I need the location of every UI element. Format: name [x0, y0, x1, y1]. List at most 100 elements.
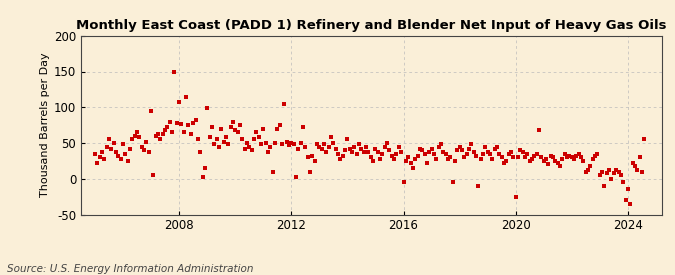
Point — [410, 156, 421, 161]
Point — [416, 148, 427, 152]
Point — [223, 142, 234, 147]
Point — [125, 147, 136, 151]
Point — [622, 187, 633, 192]
Point — [632, 168, 643, 172]
Point — [599, 184, 610, 188]
Point — [165, 119, 176, 124]
Point — [242, 141, 252, 145]
Point — [438, 149, 449, 154]
Point — [398, 180, 409, 185]
Point — [349, 144, 360, 149]
Point — [470, 154, 481, 158]
Point — [274, 123, 285, 127]
Point — [148, 173, 159, 177]
Point — [192, 137, 203, 142]
Point — [183, 123, 194, 127]
Point — [639, 137, 649, 142]
Point — [239, 147, 250, 151]
Point — [585, 164, 596, 168]
Point — [473, 184, 484, 188]
Point — [248, 137, 259, 142]
Point — [424, 149, 435, 154]
Point — [200, 166, 211, 170]
Point — [426, 147, 437, 151]
Point — [580, 169, 591, 174]
Point — [454, 144, 465, 149]
Point — [408, 166, 418, 170]
Point — [286, 141, 297, 145]
Point — [520, 155, 531, 160]
Point — [319, 142, 329, 147]
Point — [363, 149, 374, 154]
Point — [620, 198, 631, 202]
Point — [475, 156, 486, 161]
Point — [526, 156, 537, 161]
Point — [340, 148, 350, 152]
Point — [389, 156, 400, 161]
Point — [515, 148, 526, 152]
Point — [368, 159, 379, 163]
Point — [272, 126, 283, 131]
Point — [277, 142, 288, 147]
Point — [459, 155, 470, 160]
Point — [317, 147, 327, 151]
Point — [394, 144, 404, 149]
Point — [312, 142, 323, 147]
Point — [597, 169, 608, 174]
Point — [412, 154, 423, 158]
Point — [360, 144, 371, 149]
Point — [330, 147, 341, 151]
Point — [512, 155, 523, 160]
Point — [335, 156, 346, 161]
Point — [445, 155, 456, 160]
Point — [433, 144, 444, 149]
Point — [291, 175, 302, 180]
Point — [501, 159, 512, 163]
Point — [354, 142, 364, 147]
Point — [555, 164, 566, 168]
Point — [414, 147, 425, 151]
Point — [97, 149, 107, 154]
Point — [391, 152, 402, 156]
Point — [386, 154, 397, 158]
Point — [232, 130, 243, 134]
Point — [613, 169, 624, 174]
Point — [171, 121, 182, 125]
Point — [562, 155, 572, 160]
Point — [202, 106, 213, 110]
Point — [550, 159, 561, 163]
Point — [377, 152, 388, 156]
Point — [120, 152, 131, 156]
Point — [188, 121, 198, 125]
Point — [307, 154, 318, 158]
Point — [298, 125, 308, 130]
Point — [601, 171, 612, 175]
Point — [186, 132, 196, 137]
Point — [627, 161, 638, 165]
Point — [590, 154, 601, 158]
Point — [143, 149, 154, 154]
Point — [218, 139, 229, 144]
Point — [461, 152, 472, 156]
Point — [153, 131, 163, 136]
Point — [616, 173, 626, 177]
Point — [603, 168, 614, 172]
Point — [571, 154, 582, 158]
Point — [435, 142, 446, 147]
Point — [595, 173, 605, 177]
Point — [253, 135, 264, 139]
Point — [136, 144, 147, 149]
Point — [618, 180, 628, 185]
Point — [608, 171, 619, 175]
Point — [237, 137, 248, 142]
Point — [213, 144, 224, 149]
Point — [293, 147, 304, 151]
Point — [230, 128, 241, 132]
Point — [115, 156, 126, 161]
Point — [464, 147, 475, 151]
Point — [284, 143, 294, 147]
Point — [536, 155, 547, 160]
Point — [429, 152, 439, 156]
Point — [499, 161, 510, 165]
Point — [370, 147, 381, 151]
